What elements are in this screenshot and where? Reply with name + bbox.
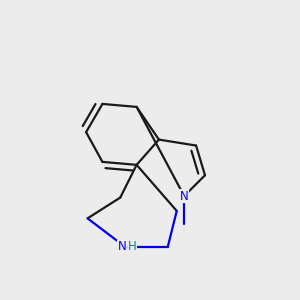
Text: N: N bbox=[180, 190, 189, 202]
Text: H: H bbox=[128, 240, 136, 253]
Text: N: N bbox=[118, 240, 126, 253]
